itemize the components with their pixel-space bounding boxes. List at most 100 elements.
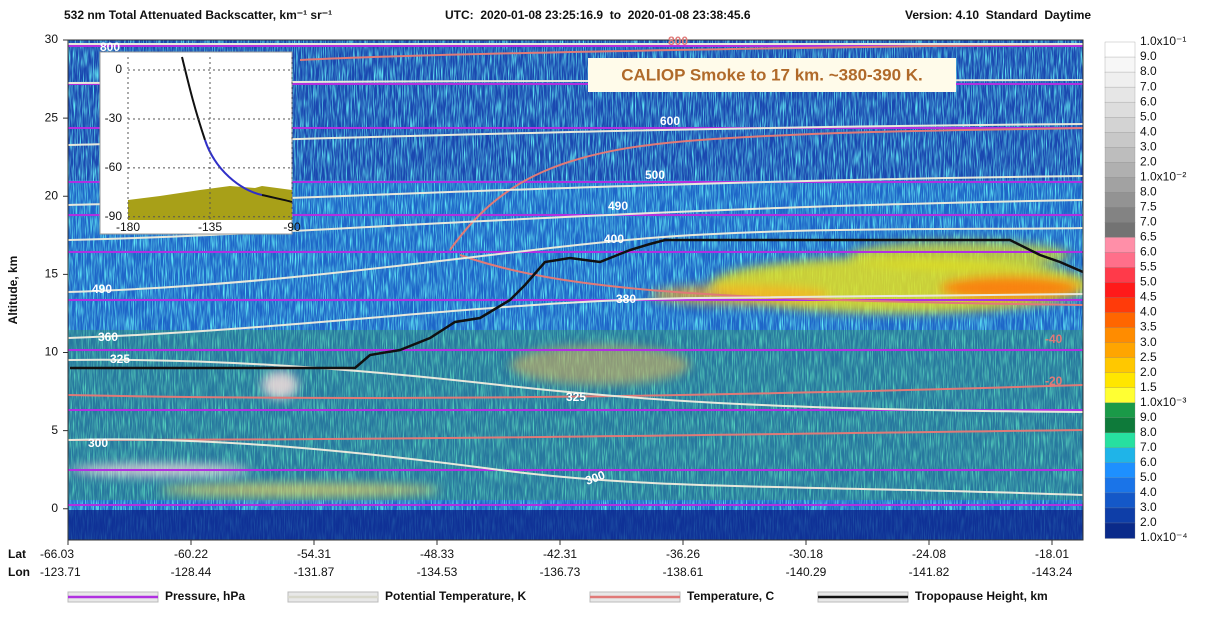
contour-label: 325 bbox=[566, 390, 586, 404]
colorbar-swatch bbox=[1105, 282, 1135, 298]
colorbar-label: 4.5 bbox=[1140, 290, 1157, 304]
colorbar-swatch bbox=[1105, 493, 1135, 509]
colorbar-label: 5.0 bbox=[1140, 470, 1157, 484]
colorbar-label: 1.0x10⁻⁴ bbox=[1140, 530, 1188, 544]
contour-label: -40 bbox=[1045, 332, 1063, 346]
x-tick-label: -140.29 bbox=[786, 565, 827, 579]
contour-label: 490 bbox=[92, 282, 112, 296]
x-tick-label: -54.31 bbox=[297, 547, 331, 561]
inset-y-tick-label: -60 bbox=[105, 160, 123, 174]
colorbar-swatch bbox=[1105, 177, 1135, 193]
colorbar-swatch bbox=[1105, 328, 1135, 344]
colorbar-swatch bbox=[1105, 132, 1135, 148]
inset-x-tick-label: -90 bbox=[283, 220, 301, 234]
colorbar-label: 8.0 bbox=[1140, 64, 1157, 78]
x-tick-label: -60.22 bbox=[174, 547, 208, 561]
contour-label: 600 bbox=[660, 114, 680, 128]
x-tick-label: -128.44 bbox=[171, 565, 212, 579]
y-tick-label: 0 bbox=[51, 501, 58, 515]
colorbar-label: 9.0 bbox=[1140, 49, 1157, 63]
colorbar-swatch bbox=[1105, 508, 1135, 524]
colorbar-label: 6.0 bbox=[1140, 94, 1157, 108]
colorbar-label: 9.0 bbox=[1140, 410, 1157, 424]
colorbar-label: 1.5 bbox=[1140, 380, 1157, 394]
smoke bbox=[850, 241, 1070, 269]
version: Version: 4.10 Standard Daytime bbox=[905, 8, 1091, 22]
legend-label: Temperature, C bbox=[687, 589, 774, 603]
legend-label: Tropopause Height, km bbox=[915, 589, 1048, 603]
x-tick-label: -48.33 bbox=[420, 547, 454, 561]
colorbar-swatch bbox=[1105, 373, 1135, 389]
colorbar-label: 7.0 bbox=[1140, 79, 1157, 93]
colorbar-swatch bbox=[1105, 433, 1135, 449]
y-tick-label: 10 bbox=[45, 345, 59, 359]
smoke-core bbox=[940, 276, 1080, 300]
x-tick-label: -134.53 bbox=[417, 565, 458, 579]
colorbar-label: 7.0 bbox=[1140, 215, 1157, 229]
y-tick-label: 20 bbox=[45, 188, 59, 202]
y-tick-label: 15 bbox=[45, 267, 59, 281]
colorbar-label: 4.0 bbox=[1140, 305, 1157, 319]
colorbar-swatch bbox=[1105, 117, 1135, 133]
colorbar-swatch bbox=[1105, 72, 1135, 88]
colorbar-swatch bbox=[1105, 192, 1135, 208]
colorbar-swatch bbox=[1105, 343, 1135, 359]
colorbar-label: 1.0x10⁻¹ bbox=[1140, 34, 1186, 48]
colorbar-label: 5.5 bbox=[1140, 260, 1157, 274]
colorbar-label: 3.0 bbox=[1140, 139, 1157, 153]
x-tick-label: -123.71 bbox=[40, 565, 81, 579]
colorbar-swatch bbox=[1105, 403, 1135, 419]
cloud bbox=[262, 371, 298, 399]
inset-map: -180-135-900-30-60-90 bbox=[100, 52, 301, 234]
inset-x-tick-label: -135 bbox=[198, 220, 222, 234]
colorbar-swatch bbox=[1105, 57, 1135, 73]
field-surface bbox=[68, 510, 1083, 540]
x-tick-label: -42.31 bbox=[543, 547, 577, 561]
colorbar-label: 1.0x10⁻³ bbox=[1140, 395, 1186, 409]
cloud bbox=[160, 483, 440, 497]
colorbar-swatch bbox=[1105, 162, 1135, 178]
x-tick-label: -143.24 bbox=[1032, 565, 1073, 579]
colorbar-swatch bbox=[1105, 252, 1135, 268]
annotation: CALIOP Smoke to 17 km. ~380-390 K. bbox=[621, 65, 923, 84]
time-range: UTC: 2020-01-08 23:25:16.9 to 2020-01-08… bbox=[445, 8, 751, 22]
colorbar-swatch bbox=[1105, 418, 1135, 434]
y-tick-label: 25 bbox=[45, 110, 59, 124]
colorbar-label: 1.0x10⁻² bbox=[1140, 169, 1186, 183]
colorbar-swatch bbox=[1105, 358, 1135, 374]
colorbar-label: 5.0 bbox=[1140, 275, 1157, 289]
x-tick-label: -18.01 bbox=[1035, 547, 1069, 561]
contour-label: 325 bbox=[110, 352, 130, 366]
colorbar-label: 6.0 bbox=[1140, 245, 1157, 259]
colorbar-swatch bbox=[1105, 102, 1135, 118]
colorbar-swatch bbox=[1105, 42, 1135, 58]
colorbar-swatch bbox=[1105, 267, 1135, 283]
y-tick-label: 5 bbox=[51, 423, 58, 437]
colorbar-swatch bbox=[1105, 298, 1135, 314]
contour-label: 380 bbox=[616, 292, 636, 306]
colorbar-swatch bbox=[1105, 207, 1135, 223]
colorbar-label: 6.5 bbox=[1140, 230, 1157, 244]
contour-label: 400 bbox=[604, 232, 624, 246]
colorbar-swatch bbox=[1105, 87, 1135, 103]
colorbar-label: 2.0 bbox=[1140, 515, 1157, 529]
inset-y-tick-label: -30 bbox=[105, 111, 123, 125]
x-tick-label: -36.26 bbox=[666, 547, 700, 561]
colorbar-swatch bbox=[1105, 147, 1135, 163]
inset-y-tick-label: -90 bbox=[105, 209, 123, 223]
colorbar-label: 2.0 bbox=[1140, 154, 1157, 168]
colorbar-swatch bbox=[1105, 313, 1135, 329]
chart: 532 nm Total Attenuated Backscatter, km⁻… bbox=[0, 0, 1207, 619]
colorbar-label: 6.0 bbox=[1140, 455, 1157, 469]
contour-label: 360 bbox=[98, 330, 118, 344]
colorbar-swatch bbox=[1105, 448, 1135, 464]
colorbar-swatch bbox=[1105, 388, 1135, 404]
colorbar-label: 4.0 bbox=[1140, 124, 1157, 138]
x-tick-label: -136.73 bbox=[540, 565, 581, 579]
x-tick-label: -131.87 bbox=[294, 565, 335, 579]
x-row-label: Lon bbox=[8, 565, 30, 579]
colorbar-label: 7.5 bbox=[1140, 200, 1157, 214]
colorbar-label: 3.0 bbox=[1140, 500, 1157, 514]
legend-label: Potential Temperature, K bbox=[385, 589, 526, 603]
legend-label: Pressure, hPa bbox=[165, 589, 245, 603]
